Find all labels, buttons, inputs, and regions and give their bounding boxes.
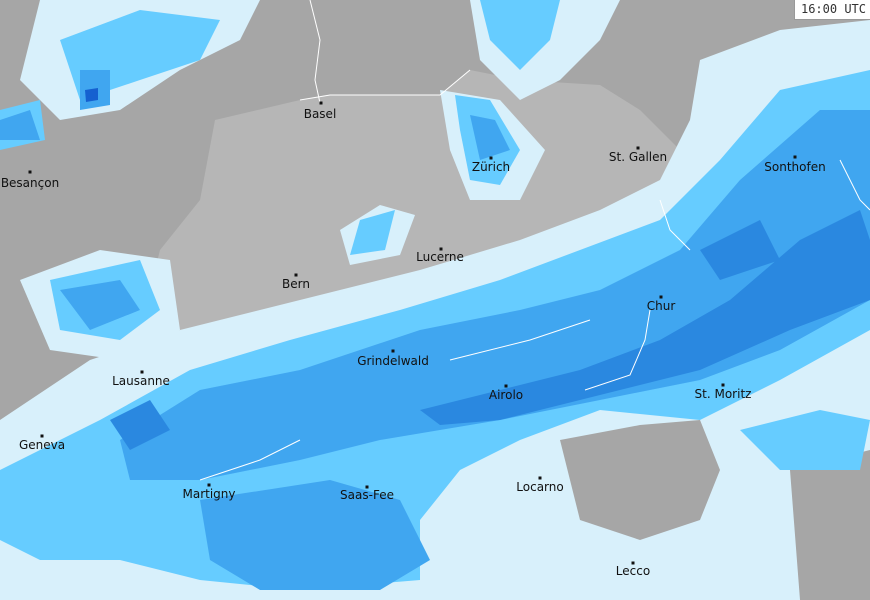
city-marker [207,483,211,487]
city-marker [721,383,725,387]
city-marker [294,273,298,277]
city-label-martigny: Martigny [182,487,236,501]
city-label-zurich: Zürich [471,160,511,174]
city-marker [391,349,395,353]
city-marker [439,247,443,251]
city-label-geneva: Geneva [18,438,66,452]
city-label-basel: Basel [303,107,337,121]
city-marker [319,101,323,105]
city-marker [631,561,635,565]
timestamp-label: 16:00 UTC [793,0,870,20]
city-label-lucerne: Lucerne [416,250,464,264]
city-label-grindelwald: Grindelwald [357,354,429,368]
city-label-lausanne: Lausanne [112,374,170,388]
city-label-besancon: Besançon [0,176,60,190]
city-label-st-gallen: St. Gallen [608,150,668,164]
city-marker [793,155,797,159]
city-marker [140,370,144,374]
city-label-locarno: Locarno [516,480,564,494]
city-label-airolo: Airolo [488,388,524,402]
precip-heavy-layer [110,210,870,450]
city-marker [538,476,542,480]
city-label-bern: Bern [282,277,310,291]
city-marker [659,295,663,299]
city-marker [40,434,44,438]
city-marker [28,170,32,174]
city-marker [365,485,369,489]
city-label-saas-fee: Saas-Fee [340,488,394,502]
borders-rivers [199,0,870,481]
city-label-sonthofen: Sonthofen [764,160,826,174]
city-marker [489,156,493,160]
precip-medium-layer [0,70,870,590]
city-marker [504,384,508,388]
city-label-lecco: Lecco [615,564,651,578]
city-label-st-moritz: St. Moritz [694,387,752,401]
city-label-chur: Chur [646,299,676,313]
city-marker [636,146,640,150]
precip-intense-cell [85,88,98,102]
